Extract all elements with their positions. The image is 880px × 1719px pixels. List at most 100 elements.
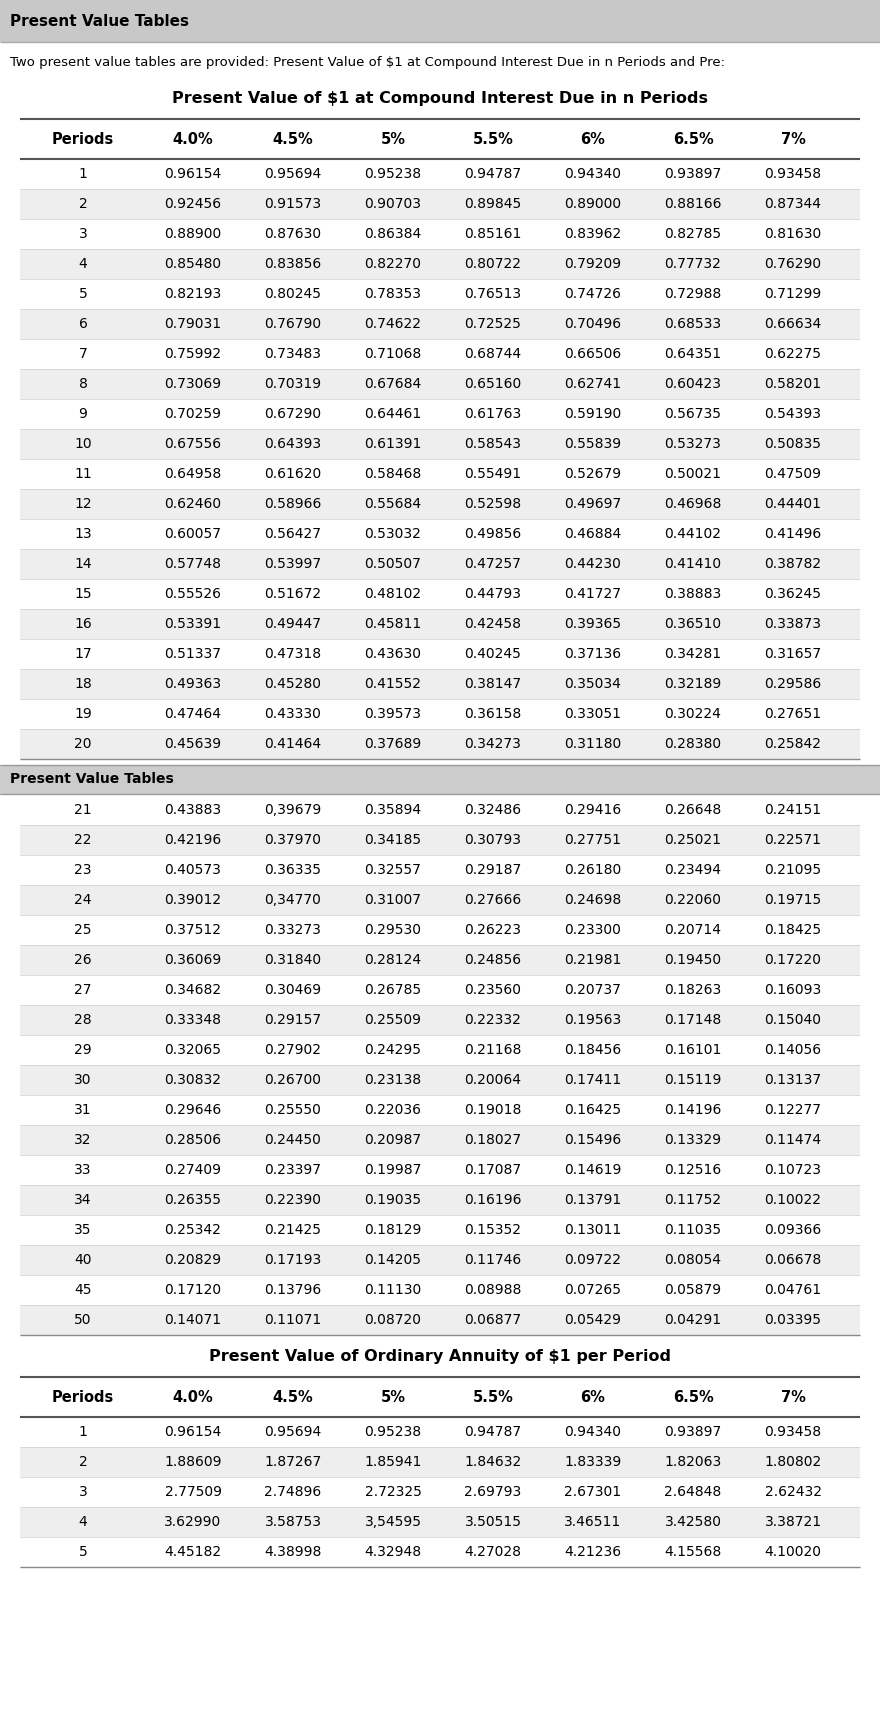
- Text: 0.21095: 0.21095: [765, 863, 822, 877]
- Text: 0.45639: 0.45639: [165, 737, 222, 751]
- Text: 0.61620: 0.61620: [264, 468, 321, 481]
- Text: 0.73069: 0.73069: [165, 376, 222, 390]
- Text: 0.42196: 0.42196: [165, 834, 222, 847]
- Text: 0.27902: 0.27902: [265, 1043, 321, 1057]
- Text: 0.89845: 0.89845: [465, 198, 522, 211]
- Text: 0.08720: 0.08720: [364, 1313, 422, 1327]
- Text: 0.58966: 0.58966: [264, 497, 322, 511]
- Text: 0.43330: 0.43330: [265, 707, 321, 720]
- Text: 22: 22: [74, 834, 92, 847]
- Text: 0.93458: 0.93458: [765, 167, 822, 180]
- Bar: [20, 1275, 860, 1305]
- Text: 0.38782: 0.38782: [765, 557, 822, 571]
- Text: 0.61763: 0.61763: [465, 407, 522, 421]
- Text: 0.82785: 0.82785: [664, 227, 722, 241]
- Text: 0.33273: 0.33273: [265, 923, 321, 937]
- Text: 0.96154: 0.96154: [165, 167, 222, 180]
- Bar: [20, 370, 860, 399]
- Text: 6%: 6%: [581, 131, 605, 146]
- Text: 0.46884: 0.46884: [564, 528, 621, 541]
- Text: 0.11035: 0.11035: [664, 1222, 722, 1238]
- Bar: [20, 399, 860, 430]
- Text: 0.88166: 0.88166: [664, 198, 722, 211]
- Text: 0.36510: 0.36510: [664, 617, 722, 631]
- Text: 25: 25: [74, 923, 92, 937]
- Text: 0.74726: 0.74726: [564, 287, 621, 301]
- Text: 0.20987: 0.20987: [364, 1133, 422, 1147]
- Text: 0.35034: 0.35034: [565, 677, 621, 691]
- Text: 0.64461: 0.64461: [364, 407, 422, 421]
- Text: 0.34682: 0.34682: [165, 983, 222, 997]
- Text: 0.58468: 0.58468: [364, 468, 422, 481]
- Bar: [20, 700, 860, 729]
- Text: 4.0%: 4.0%: [172, 1389, 213, 1404]
- Bar: [20, 729, 860, 760]
- Text: 0.44230: 0.44230: [565, 557, 621, 571]
- Text: 0.19018: 0.19018: [465, 1104, 522, 1117]
- Bar: [20, 1447, 860, 1477]
- Text: 0.21168: 0.21168: [465, 1043, 522, 1057]
- Text: 5.5%: 5.5%: [473, 1389, 513, 1404]
- Text: 0.77732: 0.77732: [664, 258, 722, 272]
- Text: 0.72988: 0.72988: [664, 287, 722, 301]
- Text: 0.60057: 0.60057: [165, 528, 222, 541]
- Text: 11: 11: [74, 468, 92, 481]
- Text: 0.83962: 0.83962: [564, 227, 621, 241]
- Text: 0.18456: 0.18456: [564, 1043, 621, 1057]
- Bar: [20, 854, 860, 885]
- Bar: [20, 945, 860, 975]
- Text: 0.93897: 0.93897: [664, 1425, 722, 1439]
- Text: 0.19450: 0.19450: [664, 952, 722, 968]
- Text: 0.11752: 0.11752: [664, 1193, 722, 1207]
- Text: 0.09722: 0.09722: [564, 1253, 621, 1267]
- Text: 0.08054: 0.08054: [664, 1253, 722, 1267]
- Bar: [20, 158, 860, 189]
- Bar: [20, 885, 860, 915]
- Text: 0.78353: 0.78353: [364, 287, 422, 301]
- Text: 0.24295: 0.24295: [364, 1043, 422, 1057]
- Text: Present Value of $1 at Compound Interest Due in n Periods: Present Value of $1 at Compound Interest…: [172, 91, 708, 107]
- Text: 0.12277: 0.12277: [765, 1104, 822, 1117]
- Text: Present Value of Ordinary Annuity of $1 per Period: Present Value of Ordinary Annuity of $1 …: [209, 1349, 671, 1363]
- Text: 0.14619: 0.14619: [564, 1164, 621, 1178]
- Text: 0.22571: 0.22571: [765, 834, 822, 847]
- Text: 0.86384: 0.86384: [364, 227, 422, 241]
- Text: 0.94340: 0.94340: [564, 167, 621, 180]
- Text: 0.34273: 0.34273: [465, 737, 522, 751]
- Text: 0.24698: 0.24698: [564, 892, 621, 908]
- Text: 23: 23: [74, 863, 92, 877]
- Text: 0.11474: 0.11474: [765, 1133, 822, 1147]
- Text: 24: 24: [74, 892, 92, 908]
- Text: 0.56427: 0.56427: [265, 528, 321, 541]
- Text: 0.24856: 0.24856: [465, 952, 522, 968]
- Text: 0.11071: 0.11071: [264, 1313, 321, 1327]
- Text: 0.52598: 0.52598: [465, 497, 522, 511]
- Text: 3.62990: 3.62990: [165, 1514, 222, 1528]
- Text: 0.76513: 0.76513: [465, 287, 522, 301]
- Text: 0.53032: 0.53032: [364, 528, 422, 541]
- Text: 0.32557: 0.32557: [364, 863, 422, 877]
- Bar: [20, 975, 860, 1006]
- Text: 1.87267: 1.87267: [264, 1454, 321, 1470]
- Text: 0.76790: 0.76790: [264, 316, 321, 332]
- Text: 0.37136: 0.37136: [564, 646, 621, 662]
- Text: 0.41552: 0.41552: [364, 677, 422, 691]
- Text: 31: 31: [74, 1104, 92, 1117]
- Text: 0.95238: 0.95238: [364, 1425, 422, 1439]
- Text: 0.40245: 0.40245: [465, 646, 522, 662]
- Bar: [0, 765, 880, 794]
- Text: 0.49447: 0.49447: [265, 617, 321, 631]
- Text: 0.47257: 0.47257: [465, 557, 522, 571]
- Text: 4.5%: 4.5%: [273, 131, 313, 146]
- Text: 0.15352: 0.15352: [465, 1222, 522, 1238]
- Text: 1.84632: 1.84632: [465, 1454, 522, 1470]
- Text: 0.50835: 0.50835: [765, 437, 822, 450]
- Text: 0.16425: 0.16425: [564, 1104, 621, 1117]
- Text: 0.53391: 0.53391: [165, 617, 222, 631]
- Text: 0.76290: 0.76290: [765, 258, 822, 272]
- Text: 0.23397: 0.23397: [265, 1164, 321, 1178]
- Text: 27: 27: [74, 983, 92, 997]
- Bar: [20, 1095, 860, 1124]
- Text: 0.87344: 0.87344: [765, 198, 822, 211]
- Text: 4.5%: 4.5%: [273, 1389, 313, 1404]
